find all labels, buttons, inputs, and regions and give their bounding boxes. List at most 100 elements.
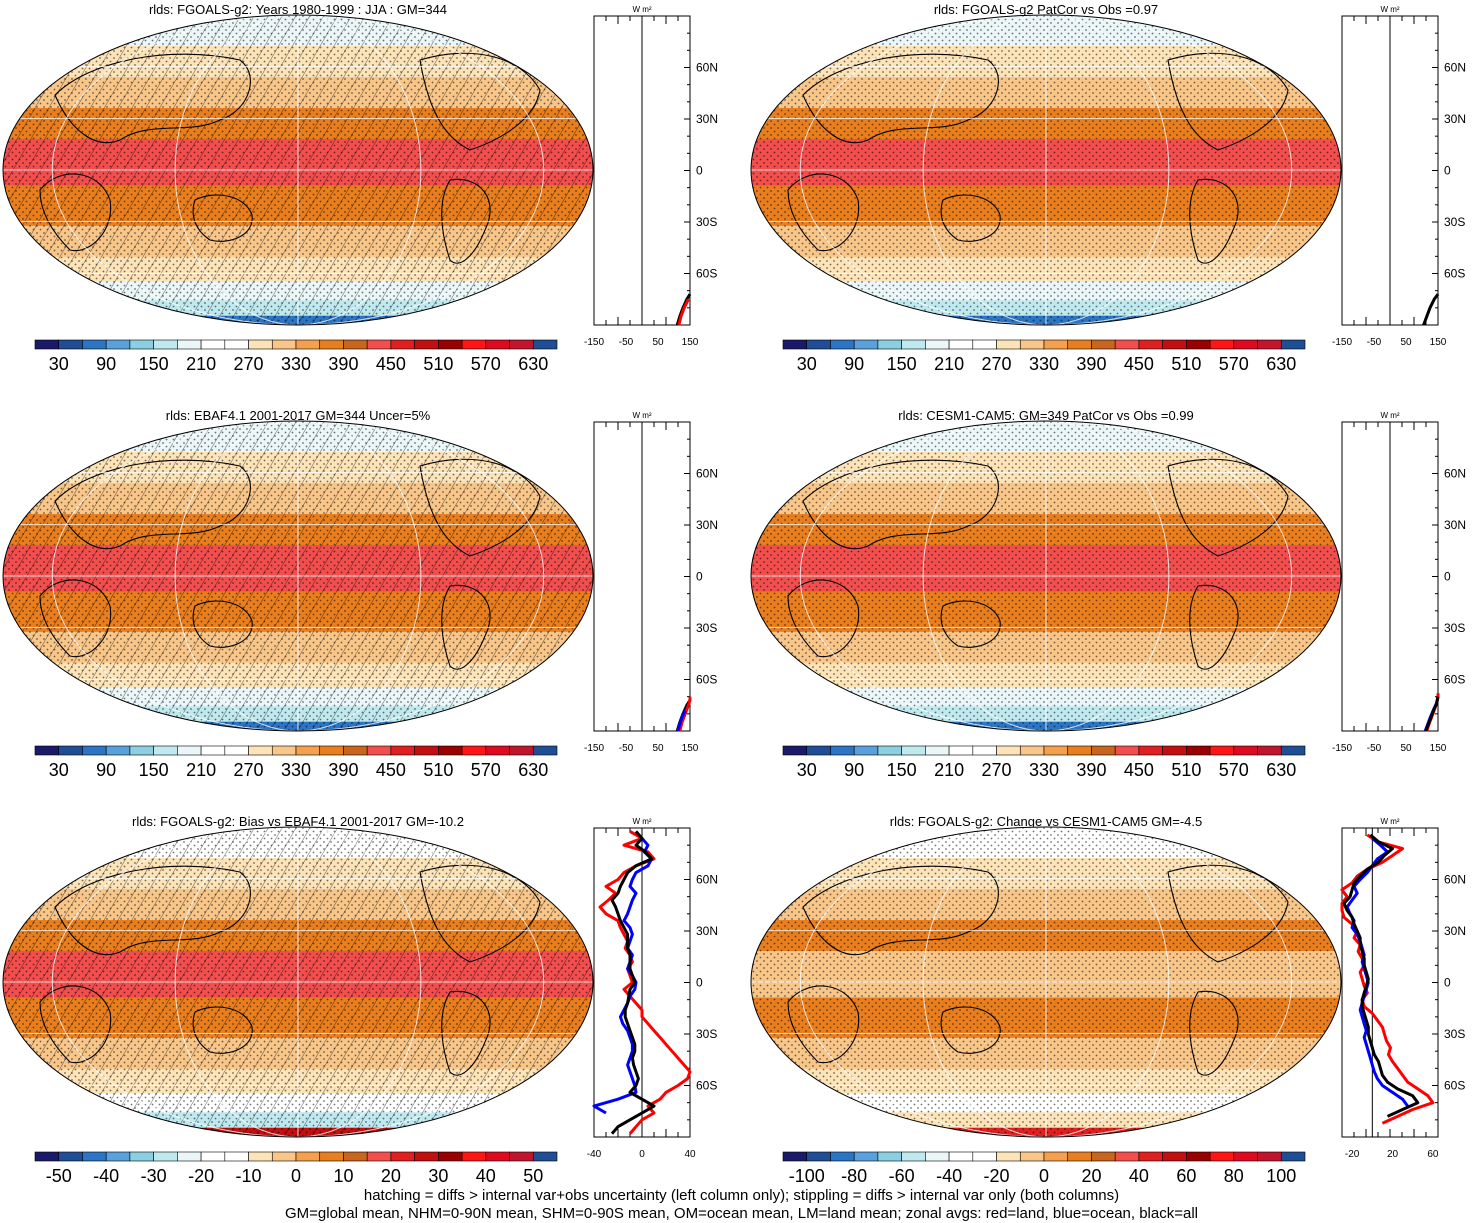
zonal-panel: -150 -50 50 150 W m² 60N 30N 0 30S 60S — [584, 411, 718, 754]
colorbar-swatch — [1043, 745, 1069, 756]
colorbar-swatch — [82, 339, 107, 350]
colorbar-label: 270 — [234, 354, 264, 374]
colorbar-swatch — [901, 339, 926, 350]
colorbar-swatch — [996, 745, 1021, 756]
colorbar-swatch — [1091, 1151, 1116, 1162]
colorbar-swatch — [129, 745, 154, 756]
colorbar-label: 90 — [96, 760, 116, 780]
colorbar-label: 10 — [333, 1166, 353, 1186]
x-tick-label: -40 — [587, 1149, 602, 1160]
colorbar-swatch — [782, 1151, 808, 1162]
colorbar-swatch — [1162, 339, 1187, 350]
colorbar-swatch — [129, 339, 154, 350]
colorbar-label: 390 — [1076, 760, 1106, 780]
colorbar-swatch — [82, 1151, 107, 1162]
colorbar-swatch — [177, 745, 202, 756]
colorbar-swatch — [532, 745, 558, 756]
colorbar-label: 270 — [982, 760, 1012, 780]
colorbar-swatch — [877, 1151, 902, 1162]
x-tick-label: -20 — [1345, 1149, 1360, 1160]
colorbar-swatch — [509, 1151, 534, 1162]
colorbar-swatch — [414, 745, 439, 756]
colorbar-swatch — [1091, 745, 1116, 756]
x-tick-label: -50 — [1367, 743, 1382, 754]
colorbar-swatch — [1280, 745, 1306, 756]
colorbar-label: -10 — [236, 1166, 262, 1186]
colorbar-label: 630 — [1266, 354, 1296, 374]
colorbar-swatch — [34, 339, 60, 350]
graticule-lon-1 — [174, 826, 299, 1138]
colorbar-label: -30 — [141, 1166, 167, 1186]
colorbar-swatch — [248, 339, 273, 350]
graticule-lon-0 — [51, 420, 299, 732]
colorbar-swatch — [948, 339, 974, 350]
lat-tick-label: 30S — [1444, 621, 1465, 635]
x-tick-label: -150 — [1332, 337, 1352, 348]
colorbar-label: 630 — [1266, 760, 1296, 780]
lat-tick-label: 30S — [696, 621, 717, 635]
colorbar-swatch — [1019, 339, 1045, 350]
colorbar-swatch — [105, 1151, 131, 1162]
zonal-panel: -150 -50 50 150 W m² 60N 30N 0 30S 60S — [1332, 5, 1466, 348]
colorbar-swatch — [58, 745, 83, 756]
colorbar-swatch — [485, 1151, 510, 1162]
colorbar-swatch — [271, 1151, 297, 1162]
x-tick-label: 20 — [1387, 1149, 1399, 1160]
colorbar: 30 90 150 210 270 330 390 450 510 570 630 — [782, 339, 1306, 374]
colorbar-label: 450 — [1124, 760, 1154, 780]
graticule-lon-1 — [922, 14, 1047, 326]
x-tick-label: -50 — [619, 337, 634, 348]
colorbar-swatch — [295, 1151, 321, 1162]
colorbar-swatch — [853, 339, 879, 350]
graticule-lon-4 — [297, 420, 545, 732]
colorbar-label: 570 — [1219, 760, 1249, 780]
x-tick-label: 60 — [1427, 1149, 1439, 1160]
colorbar-swatch — [972, 1151, 997, 1162]
colorbar-swatch — [830, 339, 855, 350]
colorbar-swatch — [248, 1151, 273, 1162]
zonal-series-line-3 — [610, 830, 656, 1135]
x-tick-label: -150 — [584, 743, 604, 754]
zonal-series-line-1 — [598, 830, 692, 1135]
colorbar-swatch — [1138, 339, 1163, 350]
colorbar-swatch — [224, 1151, 249, 1162]
graticule-lon-0 — [799, 14, 1047, 326]
zonal-panel: -40 0 40 W m² 60N 30N 0 30S 60S — [587, 817, 718, 1160]
colorbar-label: -20 — [984, 1166, 1010, 1186]
colorbar-label: 150 — [887, 354, 917, 374]
chart-title: rlds: FGOALS-g2: Bias vs EBAF4.1 2001-20… — [132, 814, 464, 829]
colorbar-swatch — [853, 1151, 879, 1162]
colorbar-label: 40 — [476, 1166, 496, 1186]
x-tick-label: 150 — [682, 337, 699, 348]
lat-tick-label: 0 — [1444, 570, 1451, 584]
lat-tick-label: 30S — [696, 215, 717, 229]
zonal-series-line-3 — [1424, 696, 1440, 732]
chart-panel-1: rlds: FGOALS-g2: Years 1980-1999 : JJA :… — [2, 2, 718, 374]
lat-tick-label: 60N — [1444, 873, 1466, 887]
colorbar-swatch — [319, 1151, 344, 1162]
colorbar: 30 90 150 210 270 330 390 450 510 570 630 — [34, 745, 558, 780]
colorbar-label: 450 — [1124, 354, 1154, 374]
chart-panel-3: rlds: EBAF4.1 2001-2017 GM=344 Uncer=5% 3… — [2, 408, 718, 780]
chart-title: rlds: FGOALS-g2: Change vs CESM1-CAM5 GM… — [890, 814, 1202, 829]
zonal-series-line-1 — [1340, 833, 1435, 1125]
chart-title: rlds: FGOALS-g2 PatCor vs Obs =0.97 — [934, 2, 1158, 17]
colorbar-label: 570 — [471, 760, 501, 780]
zonal-series-line-1 — [1422, 293, 1440, 326]
colorbar-swatch — [806, 1151, 831, 1162]
map-border — [750, 14, 1342, 326]
lat-tick-label: 30S — [1444, 215, 1465, 229]
lat-tick-label: 60S — [1444, 267, 1465, 281]
axis-unit-label: W m² — [632, 411, 651, 420]
colorbar-label: -100 — [789, 1166, 825, 1186]
graticule-lon-4 — [1045, 826, 1293, 1138]
colorbar-label: -80 — [841, 1166, 867, 1186]
colorbar-swatch — [319, 339, 344, 350]
colorbar-swatch — [414, 339, 439, 350]
colorbar-label: 630 — [518, 354, 548, 374]
map-border — [2, 14, 594, 326]
graticule-lon-3 — [297, 420, 422, 732]
x-tick-label: 150 — [682, 743, 699, 754]
colorbar-swatch — [948, 1151, 974, 1162]
colorbar-swatch — [1091, 339, 1116, 350]
